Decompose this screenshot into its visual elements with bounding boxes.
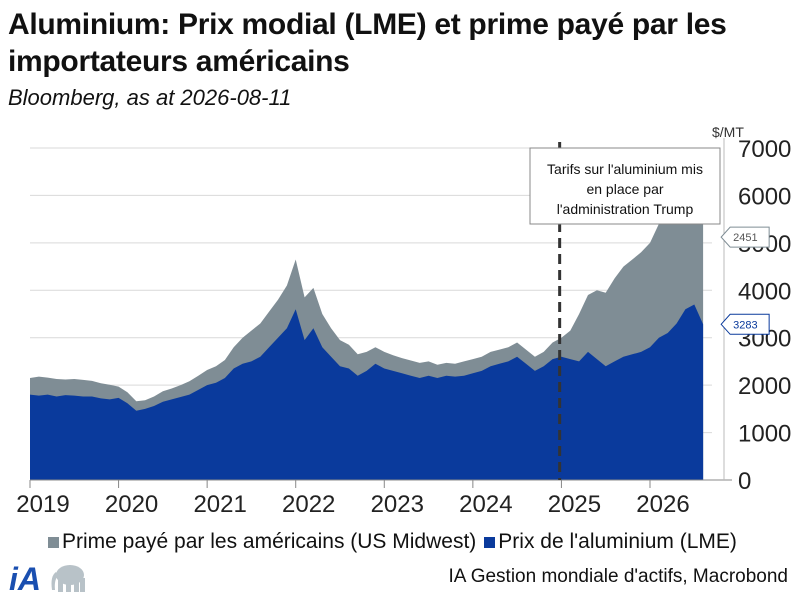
x-tick-label-2021: 2021 <box>193 491 246 518</box>
last-value-label-premium: 2451 <box>720 226 770 248</box>
y-tick-label-4000: 4000 <box>738 278 791 305</box>
axes: 0100020003000400050006000700020192020202… <box>16 136 791 518</box>
legend: Prime payé par les américains (US Midwes… <box>48 530 737 554</box>
legend-swatch-lme <box>484 536 496 548</box>
y-axis-unit-label: $/MT <box>712 124 744 140</box>
annotation-box-0: Tarifs sur l'aluminium mis en place par l'… <box>529 147 721 225</box>
legend-label-lme: Prix de l'aluminium (LME) <box>498 530 737 553</box>
last-value-text-lme: 3283 <box>733 319 757 331</box>
last-value-box-premium <box>720 226 770 248</box>
y-tick-label-7000: 7000 <box>738 136 791 163</box>
annotation-text-0: Tarifs sur l'aluminium mis en place par l'… <box>547 161 703 217</box>
last-value-box-lme <box>720 313 770 335</box>
x-tick-label-2026: 2026 <box>636 491 689 518</box>
area-series <box>30 190 704 480</box>
x-tick-label-2020: 2020 <box>105 491 158 518</box>
svg-text:iA: iA <box>9 561 41 594</box>
legend-item-lme: Prix de l'aluminium (LME) <box>484 530 737 554</box>
chart-subtitle: Bloomberg, as at 2026-08-11 <box>8 85 292 110</box>
y-tick-label-6000: 6000 <box>738 183 791 210</box>
y-tick-label-2000: 2000 <box>738 373 791 400</box>
x-tick-label-2019: 2019 <box>16 491 69 518</box>
legend-swatch-premium <box>48 536 59 548</box>
area-lme <box>30 304 704 480</box>
chart-title: Aluminium: Prix modial (LME) et prime pa… <box>8 8 727 78</box>
legend-label-premium: Prime payé par les américains (US Midwes… <box>62 530 477 553</box>
x-tick-label-2025: 2025 <box>548 491 601 518</box>
elephant-icon <box>51 565 85 592</box>
y-tick-label-0: 0 <box>738 468 751 495</box>
legend-item-premium: Prime payé par les américains (US Midwes… <box>48 530 476 554</box>
x-tick-label-2022: 2022 <box>282 491 335 518</box>
ia-logo: iA <box>9 561 85 594</box>
annotations: Tarifs sur l'aluminium mis en place par l'… <box>529 142 721 480</box>
source-note: IA Gestion mondiale d'actifs, Macrobond <box>448 566 788 587</box>
last-value-text-premium: 2451 <box>733 232 757 244</box>
annotation-rect-0 <box>529 147 721 225</box>
last-value-label-lme: 3283 <box>720 313 770 335</box>
y-tick-label-1000: 1000 <box>738 421 791 448</box>
x-tick-label-2024: 2024 <box>459 491 512 518</box>
x-tick-label-2023: 2023 <box>371 491 424 518</box>
